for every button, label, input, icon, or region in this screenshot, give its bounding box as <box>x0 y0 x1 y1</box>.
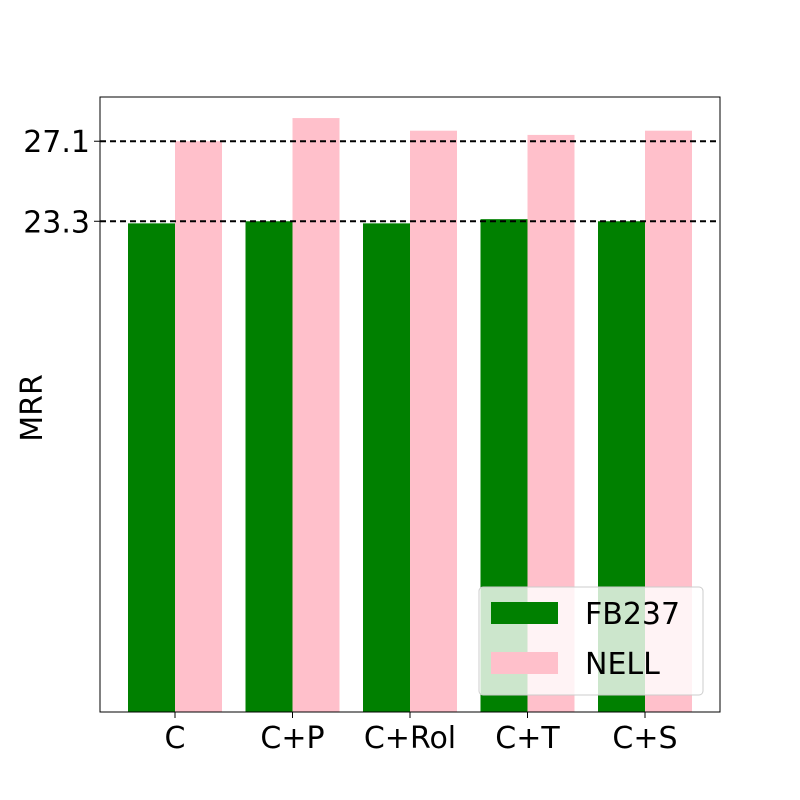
legend-label-nell: NELL <box>585 647 660 682</box>
legend-swatch-nell <box>491 652 558 674</box>
y-axis-label: MRR <box>15 374 50 442</box>
bar-fb237-c-plus-p <box>245 221 293 712</box>
x-tick-label: C+S <box>612 721 677 756</box>
legend-swatch-fb237 <box>491 602 558 624</box>
y-tick-label: 27.1 <box>23 125 90 160</box>
x-tick-label: C+T <box>495 721 560 756</box>
legend-label-fb237: FB237 <box>585 597 680 632</box>
legend: FB237 NELL <box>478 586 704 696</box>
reference-lines <box>100 140 720 223</box>
bar-nell-c-plus-p <box>292 118 340 712</box>
bar-nell-c-plus-rol <box>410 130 457 713</box>
y-axis-ticks: 23.3 27.1 <box>23 125 100 240</box>
bar-fb237-c-plus-rol <box>363 223 410 712</box>
x-tick-label: C+Rol <box>364 721 456 756</box>
x-axis-ticks: C C+P C+Rol C+T C+S <box>165 712 678 756</box>
bar-nell-c <box>175 141 222 713</box>
y-tick-label: 23.3 <box>23 205 90 240</box>
x-tick-label: C+P <box>260 721 324 756</box>
bar-fb237-c <box>128 223 175 712</box>
x-tick-label: C <box>165 721 186 756</box>
